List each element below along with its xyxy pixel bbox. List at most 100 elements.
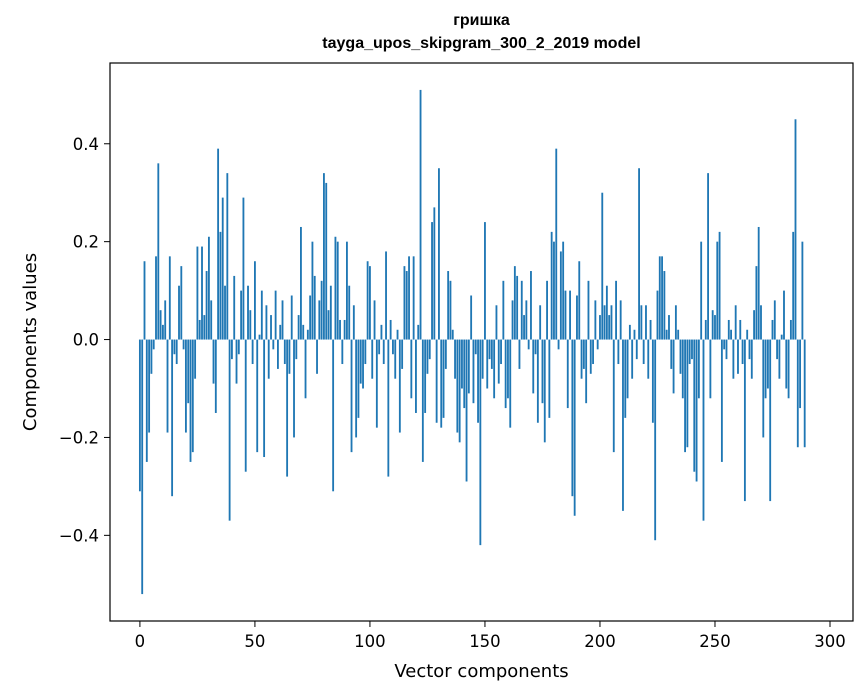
bar-272 (764, 339, 767, 399)
bar-164 (516, 275, 519, 340)
bar-181 (555, 148, 558, 340)
bar-154 (493, 339, 496, 399)
bar-241 (693, 339, 696, 472)
bar-219 (642, 339, 645, 365)
bar-65 (288, 339, 291, 374)
bar-50 (254, 261, 256, 340)
bar-75 (311, 241, 314, 340)
bar-127 (431, 222, 433, 340)
bar-250 (714, 315, 716, 340)
bar-114 (401, 339, 404, 369)
bar-206 (612, 339, 615, 453)
bar-29 (205, 271, 208, 340)
bar-236 (681, 339, 684, 399)
bar-251 (716, 241, 719, 340)
bar-111 (394, 339, 397, 379)
bar-144 (470, 295, 473, 340)
x-tick-label: 50 (244, 632, 265, 651)
bar-207 (615, 280, 617, 340)
bar-86 (336, 241, 339, 340)
bar-141 (463, 339, 466, 409)
bar-261 (739, 319, 742, 340)
bar-212 (626, 339, 629, 399)
bar-277 (776, 339, 779, 360)
bar-34 (217, 148, 220, 340)
bar-228 (663, 271, 666, 340)
bar-58 (272, 339, 275, 350)
bar-193 (582, 339, 585, 369)
bar-68 (295, 339, 298, 360)
bar-105 (380, 324, 383, 340)
bar-200 (599, 315, 601, 340)
bar-149 (481, 339, 484, 379)
bar-204 (608, 315, 611, 340)
bar-94 (355, 339, 358, 438)
bar-119 (412, 256, 415, 340)
chart-subtitle: tayga_upos_skipgram_300_2_2019 model (322, 35, 641, 52)
bar-202 (603, 305, 606, 340)
bar-155 (495, 305, 498, 340)
bar-147 (477, 339, 479, 423)
bar-198 (594, 300, 597, 340)
x-axis-label: Vector components (394, 661, 568, 682)
bar-244 (700, 241, 703, 340)
bar-7 (155, 256, 157, 340)
bar-288 (801, 241, 804, 340)
bar-113 (398, 339, 401, 433)
bar-238 (686, 339, 689, 448)
bar-73 (306, 329, 309, 340)
bar-185 (564, 290, 567, 340)
bar-136 (451, 329, 454, 340)
bar-132 (442, 339, 445, 418)
bar-287 (799, 339, 802, 409)
bar-98 (364, 339, 367, 365)
bar-82 (327, 310, 330, 340)
bar-197 (592, 339, 594, 365)
bar-266 (750, 339, 753, 379)
bar-189 (573, 339, 576, 516)
bar-8 (157, 163, 160, 340)
bar-192 (580, 339, 583, 379)
bar-173 (536, 339, 539, 423)
bar-179 (550, 231, 553, 340)
x-tick-label: 250 (699, 632, 731, 651)
bar-162 (511, 300, 514, 340)
bar-38 (226, 173, 229, 340)
bar-129 (435, 339, 438, 423)
bar-150 (484, 222, 486, 340)
bar-96 (359, 339, 362, 384)
bar-232 (672, 339, 675, 394)
y-tick-label: −0.2 (59, 428, 99, 447)
bar-225 (656, 290, 659, 340)
bar-188 (571, 339, 574, 497)
chart-title: гришка (453, 12, 510, 29)
bar-74 (309, 295, 312, 340)
bar-201 (601, 192, 604, 340)
bar-222 (649, 319, 652, 340)
bar-35 (219, 231, 222, 340)
bar-248 (709, 339, 712, 399)
bar-81 (325, 182, 328, 340)
bar-41 (233, 275, 236, 340)
bar-280 (783, 290, 785, 340)
bar-165 (518, 339, 521, 369)
bar-42 (235, 339, 238, 384)
bar-134 (447, 271, 450, 340)
bar-166 (520, 280, 523, 340)
bar-224 (654, 339, 657, 541)
bar-190 (576, 295, 578, 340)
bar-278 (778, 339, 781, 379)
bar-30 (207, 236, 210, 340)
bar-178 (548, 339, 551, 418)
bar-13 (168, 256, 171, 340)
bar-6 (152, 339, 155, 350)
bar-289 (803, 339, 806, 448)
bar-259 (734, 305, 737, 340)
bar-273 (766, 339, 769, 389)
bar-39 (228, 339, 231, 521)
bar-80 (323, 173, 325, 340)
bar-28 (203, 315, 206, 340)
bar-153 (490, 339, 493, 369)
bar-140 (461, 339, 463, 389)
bar-60 (277, 339, 279, 369)
